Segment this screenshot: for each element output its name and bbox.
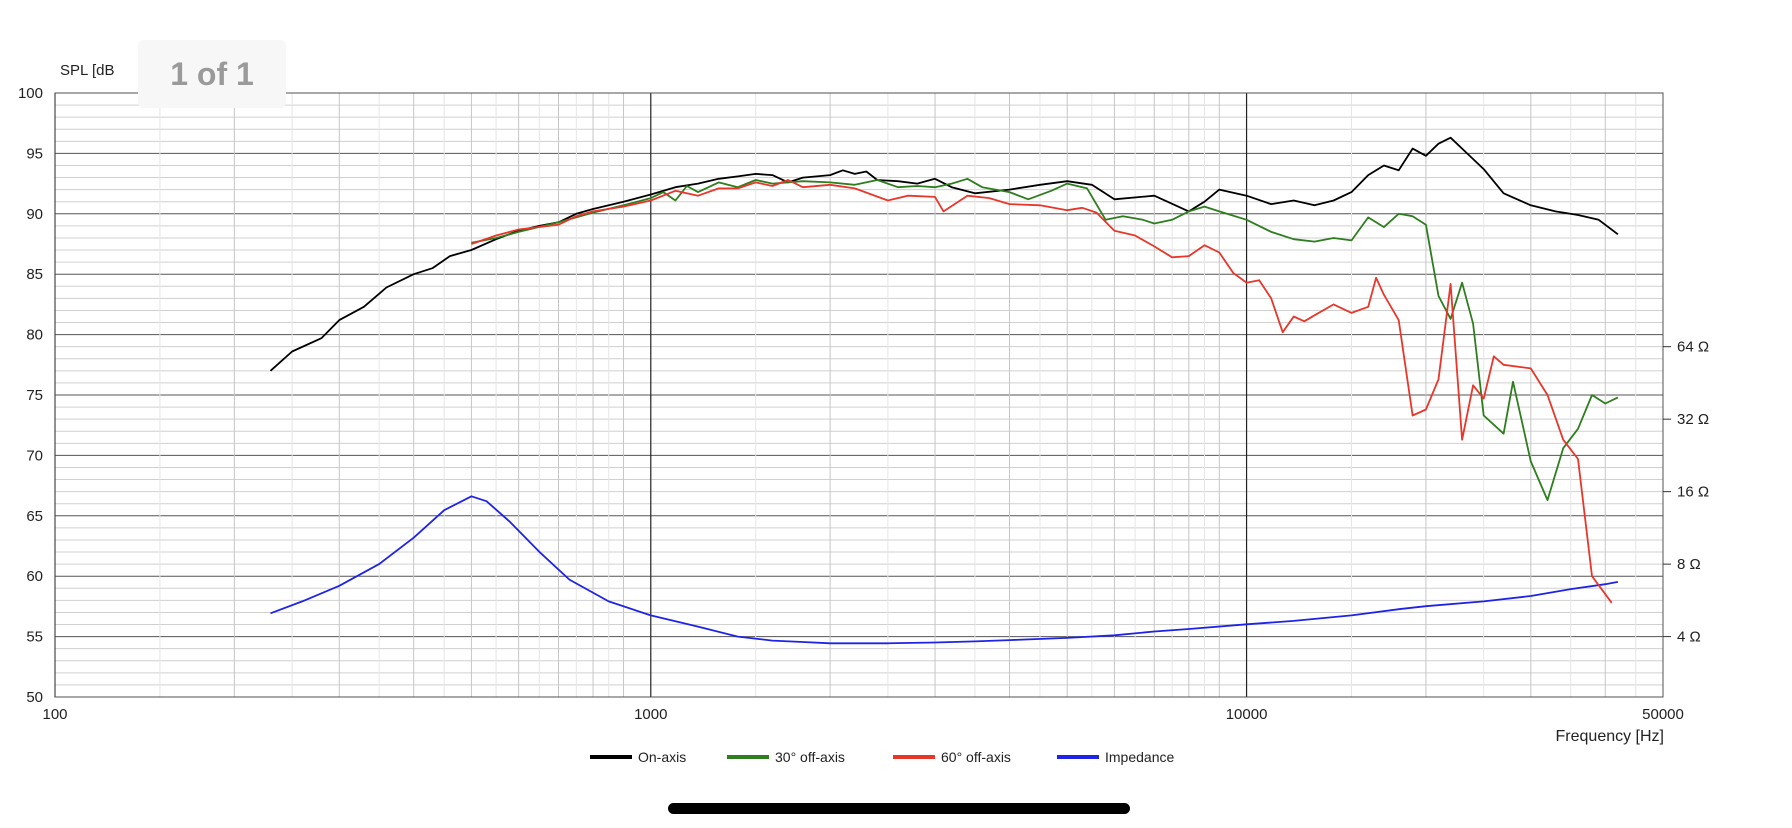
legend-label: 60° off-axis <box>941 749 1011 765</box>
y-tick-label: 55 <box>26 629 43 646</box>
impedance-tick-label: 16 Ω <box>1677 484 1709 501</box>
x-tick-label: 10000 <box>1226 706 1268 723</box>
series-line-impedance <box>270 495 1619 645</box>
y-tick-label: 80 <box>26 327 43 344</box>
page-indicator-label: 1 of 1 <box>170 55 254 92</box>
series-line-on-axis <box>269 136 1619 372</box>
x-axis-ticks: 100 1000 10000 50000 <box>42 706 1683 723</box>
y-tick-label: 70 <box>26 447 43 464</box>
grid <box>54 92 1664 698</box>
x-tick-label: 50000 <box>1642 706 1684 723</box>
y-tick-label: 60 <box>26 568 43 585</box>
y-axis-label: SPL [dB <box>60 62 114 79</box>
x-tick-label: 100 <box>42 706 67 723</box>
impedance-tick-label: 4 Ω <box>1677 629 1701 646</box>
plot-frame <box>54 92 1664 698</box>
x-axis-label: Frequency [Hz] <box>1556 728 1664 745</box>
y-tick-label: 65 <box>26 508 43 525</box>
impedance-tick-label: 64 Ω <box>1677 339 1709 356</box>
impedance-tick-label: 32 Ω <box>1677 411 1709 428</box>
legend-label: On-axis <box>638 749 686 765</box>
home-indicator-bar[interactable] <box>668 803 1130 814</box>
impedance-tick-label: 8 Ω <box>1677 556 1701 573</box>
impedance-axis-ticks: 64 Ω 32 Ω 16 Ω 8 Ω 4 Ω <box>1663 339 1709 646</box>
legend-label: Impedance <box>1105 749 1174 765</box>
legend-label: 30° off-axis <box>775 749 845 765</box>
y-tick-label: 90 <box>26 206 43 223</box>
y-tick-label: 75 <box>26 387 43 404</box>
y-tick-label: 50 <box>26 689 43 706</box>
legend: On-axis 30° off-axis 60° off-axis Impedance <box>590 749 1174 765</box>
x-tick-label: 1000 <box>634 706 667 723</box>
y-axis-ticks: 100 95 90 85 80 75 70 65 60 55 50 <box>18 85 43 706</box>
y-tick-label: 95 <box>26 145 43 162</box>
y-tick-label: 85 <box>26 266 43 283</box>
y-tick-label: 100 <box>18 85 43 102</box>
series-line-60-off-axis <box>471 179 1613 604</box>
series-line-30-off-axis <box>471 177 1619 502</box>
series-lines <box>269 136 1619 645</box>
page-indicator: 1 of 1 <box>138 40 286 108</box>
